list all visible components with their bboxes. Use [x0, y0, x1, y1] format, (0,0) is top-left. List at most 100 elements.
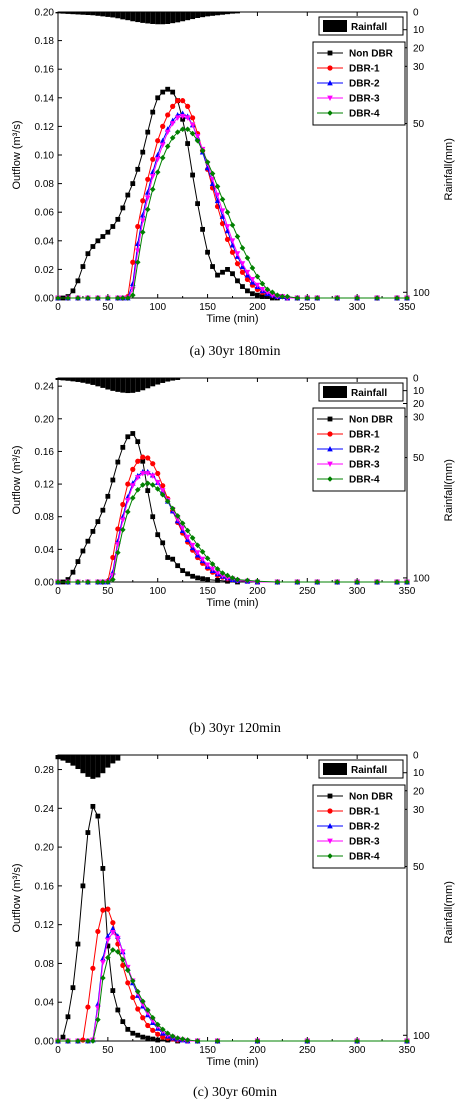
- data-point: [135, 1032, 141, 1038]
- data-point: [110, 477, 116, 483]
- rainfall-bar: [195, 12, 201, 18]
- rainfall-bar: [135, 12, 141, 23]
- data-point: [150, 109, 156, 115]
- data-point: [75, 295, 81, 301]
- data-point: [130, 1030, 136, 1036]
- data-point: [105, 579, 111, 585]
- series-line: [58, 949, 407, 1042]
- rainfall-bar: [85, 12, 91, 15]
- data-point: [105, 954, 111, 961]
- data-point: [129, 978, 136, 984]
- rainfall-bar: [100, 378, 106, 388]
- data-point: [144, 471, 151, 477]
- data-point: [180, 98, 186, 104]
- data-point: [65, 295, 71, 301]
- data-point: [105, 295, 111, 301]
- data-point: [154, 1021, 161, 1028]
- rainfall-bar: [145, 378, 151, 389]
- rainfall-bar: [95, 12, 101, 16]
- data-point: [90, 244, 96, 249]
- data-point: [70, 985, 76, 991]
- data-point: [145, 1035, 151, 1041]
- data-point: [194, 542, 201, 549]
- data-point: [169, 135, 176, 141]
- y2-tick-label: 30: [413, 412, 425, 423]
- data-point: [194, 550, 201, 556]
- x-tick-label: 350: [399, 1045, 416, 1056]
- data-point: [175, 563, 181, 569]
- data-point: [125, 434, 131, 440]
- data-point: [220, 269, 225, 275]
- legend-marker: [327, 793, 333, 799]
- rainfall-bar: [65, 755, 71, 763]
- y-tick-label: 0.20: [35, 8, 55, 19]
- rainfall-bar: [165, 378, 171, 382]
- data-point: [134, 259, 141, 266]
- data-point: [95, 579, 101, 585]
- data-point: [65, 1038, 71, 1044]
- data-point: [120, 1019, 126, 1025]
- legend-marker: [327, 838, 333, 844]
- data-point: [184, 527, 191, 534]
- x-tick-label: 100: [149, 302, 166, 313]
- data-point: [85, 830, 91, 835]
- data-point: [219, 196, 226, 203]
- rainfall-bar: [115, 378, 121, 392]
- data-point: [334, 579, 340, 585]
- data-point: [219, 221, 226, 227]
- rainfall-bar: [105, 378, 111, 390]
- x-tick-label: 250: [299, 586, 316, 597]
- data-point: [155, 1031, 161, 1037]
- data-point: [164, 1030, 171, 1037]
- data-point: [145, 1022, 151, 1029]
- rainfall-bars: [55, 378, 181, 394]
- data-point: [234, 233, 241, 240]
- data-point: [110, 947, 116, 953]
- data-point: [210, 264, 215, 269]
- data-point: [75, 278, 81, 284]
- data-point: [129, 292, 136, 298]
- data-point: [260, 294, 265, 299]
- data-point: [135, 439, 141, 445]
- data-point: [139, 229, 146, 236]
- rainfall-bar: [75, 755, 81, 770]
- legend-marker: [327, 431, 333, 437]
- data-point: [189, 122, 196, 128]
- data-point: [149, 186, 156, 193]
- rainfall-bar: [120, 12, 126, 20]
- data-point: [80, 883, 86, 889]
- rainfall-bar: [160, 378, 166, 383]
- x-axis-label: Time (min): [206, 597, 258, 609]
- data-point: [265, 294, 270, 299]
- data-point: [269, 289, 276, 296]
- y-tick-label: 0.12: [35, 480, 55, 491]
- rainfall-bar: [130, 378, 136, 393]
- legend-marker: [327, 823, 333, 829]
- data-point: [100, 907, 106, 913]
- rainfall-bar: [225, 12, 231, 15]
- data-point: [115, 949, 121, 955]
- data-point: [75, 1038, 81, 1044]
- rainfall-bar: [145, 12, 151, 24]
- data-point: [150, 1036, 156, 1042]
- data-point: [135, 458, 141, 464]
- legend-label: DBR-2: [349, 445, 380, 456]
- data-point: [394, 295, 400, 301]
- data-point: [155, 1037, 161, 1043]
- rainfall-bar: [90, 378, 96, 385]
- y-tick-label: 0.04: [35, 998, 55, 1009]
- y-tick-label: 0.24: [35, 804, 55, 815]
- data-point: [169, 505, 176, 512]
- legend-marker: [327, 65, 333, 71]
- data-point: [205, 577, 210, 582]
- x-tick-label: 200: [249, 1045, 266, 1056]
- series-dbr-1: [55, 98, 410, 301]
- rainfall-bar: [120, 378, 126, 393]
- y2-axis-label: Rainfall(mm): [443, 138, 455, 200]
- data-point: [249, 277, 256, 283]
- rainfall-bar: [110, 755, 116, 764]
- data-point: [160, 540, 166, 546]
- data-point: [239, 261, 246, 267]
- y-tick-label: 0.20: [35, 414, 55, 425]
- data-point: [264, 286, 271, 293]
